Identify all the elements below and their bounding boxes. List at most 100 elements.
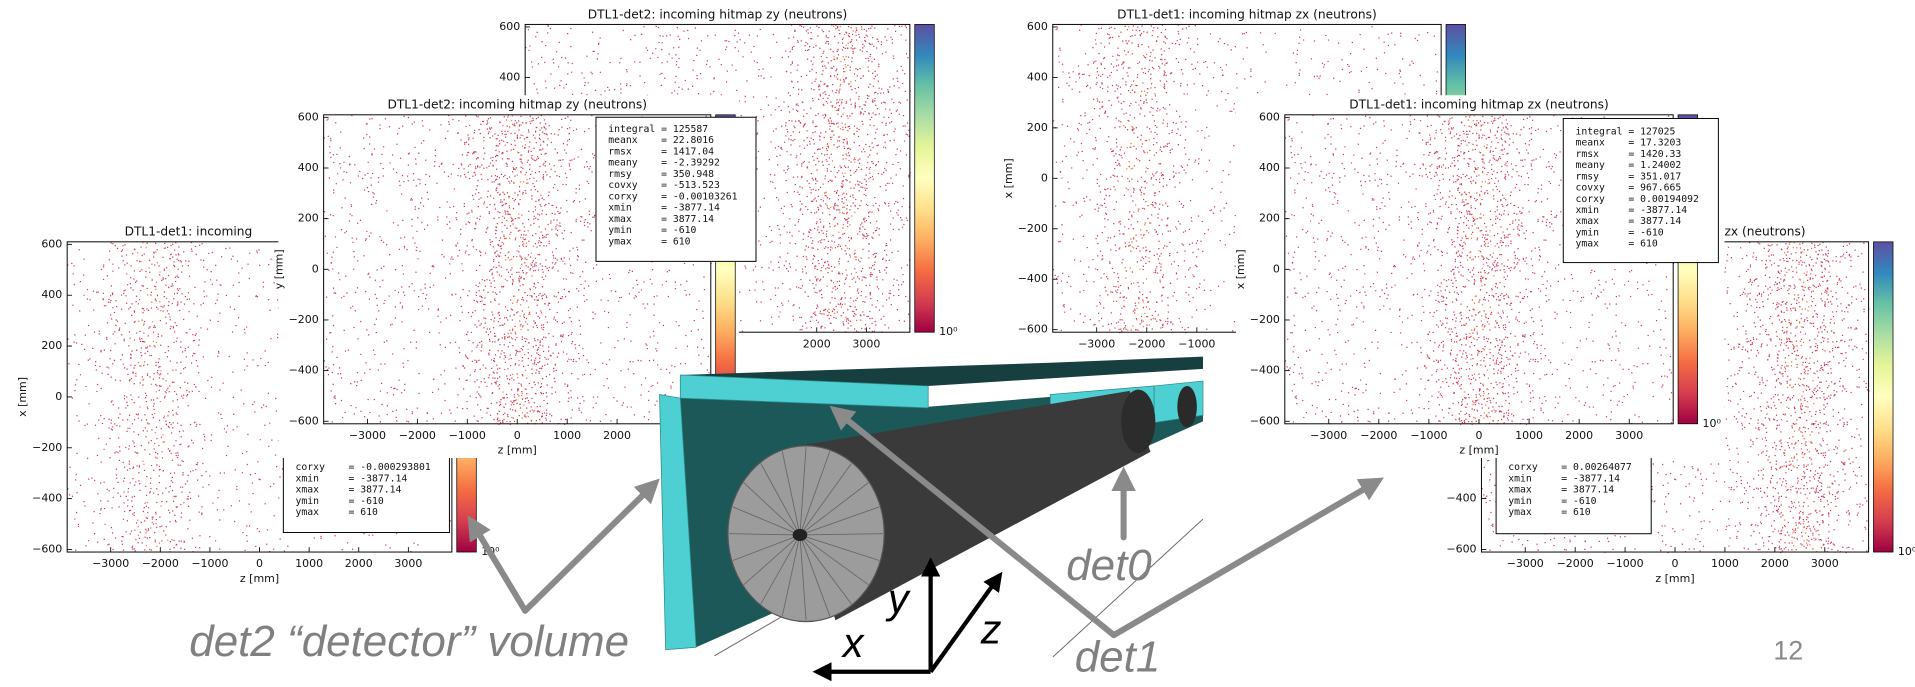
stats-row: xmin = -3877.14: [1508, 473, 1620, 484]
stats-row: ymin = -610: [608, 225, 696, 236]
y-tick-label: 400: [41, 288, 62, 301]
x-tick-label: 1000: [1515, 429, 1543, 442]
y-axis-label: x [mm]: [1234, 249, 1247, 289]
spoke: [743, 534, 801, 586]
x-axis-label: z [mm]: [498, 444, 537, 457]
x-axis-label: z [mm]: [1655, 572, 1694, 585]
colorbar: [914, 24, 935, 333]
coordinate-axes: [812, 557, 1003, 682]
stats-row: corxy = 0.00194092: [1575, 194, 1699, 205]
axis-arrow: [928, 571, 1003, 673]
stats-row: meanx = 22.8016: [608, 135, 714, 146]
y-tick-label: 600: [41, 237, 62, 250]
stats-row: covxy = 967.665: [1575, 183, 1681, 194]
stats-row: meanx = 17.3203: [1575, 138, 1681, 149]
x-tick-label: 2000: [803, 337, 831, 350]
x-tick-label: 3000: [1615, 429, 1643, 442]
stats-row: ymin = -610: [1508, 496, 1596, 507]
y-tick-label: −600: [1018, 323, 1048, 336]
stats-row: ymin = -610: [1575, 227, 1663, 238]
stats-row: ymax = 610: [1508, 507, 1590, 518]
x-tick-label: −3000: [1310, 429, 1347, 442]
x-tick-label: 2000: [1565, 429, 1593, 442]
y-tick-label: −600: [289, 414, 319, 427]
stats-row: xmax = 3877.14: [608, 214, 714, 225]
geometry-diagram: [467, 356, 1384, 682]
stats-row: integral = 127025: [1575, 126, 1675, 137]
stats-row: corxy = 0.00264077: [1508, 462, 1632, 473]
x-tick-label: 0: [1475, 429, 1482, 442]
x-tick-label: −1000: [449, 429, 486, 442]
x-tick-label: 3000: [852, 337, 880, 350]
y-tick-label: 600: [1027, 20, 1048, 33]
spoke: [799, 533, 884, 536]
colorbar-label: 10⁰: [1702, 417, 1721, 430]
x-tick-label: −2000: [399, 429, 436, 442]
stats-row: ymax = 610: [1575, 239, 1657, 250]
plot-title: DTL1-det1: incoming hitmap zx (neutrons): [1117, 7, 1377, 21]
colorbar-label: 10⁰: [939, 325, 958, 338]
x-tick-label: 0: [1672, 557, 1679, 570]
y-tick-label: −600: [32, 542, 62, 555]
x-tick-label: 1000: [295, 557, 323, 570]
x-tick-label: −2000: [1557, 557, 1594, 570]
y-tick-label: 400: [1259, 161, 1280, 174]
spoke: [799, 534, 880, 561]
y-tick-label: 0: [55, 390, 62, 403]
hit-points-dense: [1463, 115, 1496, 423]
stats-row: rmsy = 350.948: [608, 169, 714, 180]
cap-spokes: [729, 446, 884, 621]
pipe-end: [1121, 389, 1156, 454]
x-tick-label: −3000: [1078, 337, 1115, 350]
stats-row: ymin = -610: [296, 496, 384, 507]
cap-hub: [792, 528, 808, 542]
y-tick-label: 200: [1027, 121, 1048, 134]
pipe-segment: [1177, 385, 1197, 428]
stats-row: covxy = -513.523: [608, 180, 720, 191]
y-axis-label: x [mm]: [16, 377, 29, 417]
stats-row: xmin = -3877.14: [1575, 205, 1687, 216]
stats-box: [1562, 117, 1719, 264]
y-tick-label: −400: [1446, 492, 1476, 505]
hit-points: [1284, 114, 1675, 425]
y-tick-label: 400: [499, 70, 520, 83]
y-tick-label: −200: [1018, 222, 1048, 235]
y-tick-label: 600: [499, 20, 520, 33]
spoke: [732, 534, 801, 561]
y-tick-label: −600: [1446, 542, 1476, 555]
x-tick-label: −1000: [191, 557, 228, 570]
x-tick-label: −1000: [1178, 337, 1215, 350]
arrow: [467, 515, 529, 614]
hit-points-dense: [1783, 242, 1816, 551]
spoke: [732, 506, 801, 536]
spoke: [799, 534, 869, 586]
x-tick-label: −1000: [1607, 557, 1644, 570]
colorbar: [1873, 241, 1894, 553]
stats-box: [595, 116, 757, 262]
stats-row: xmax = 3877.14: [1508, 485, 1614, 496]
plot-title: DTL1-det1: incoming: [125, 225, 253, 239]
y-tick-label: 200: [298, 212, 319, 225]
stats-row: ymax = 610: [296, 507, 378, 518]
y-tick-label: −400: [289, 364, 319, 377]
y-tick-label: 400: [1027, 70, 1048, 83]
x-tick-label: 3000: [1811, 557, 1839, 570]
detector-edge: [659, 394, 697, 651]
det1-label: det1: [1075, 633, 1161, 682]
y-tick-label: −400: [1250, 364, 1280, 377]
x-tick-label: 2000: [345, 557, 373, 570]
x-tick-label: −2000: [1360, 429, 1397, 442]
arrow: [1110, 477, 1384, 639]
hit-points: [1481, 241, 1870, 554]
det0-label: det0: [1066, 541, 1152, 590]
y-tick-label: 400: [298, 161, 319, 174]
hit-points-dense: [502, 115, 534, 423]
y-tick-label: −200: [1250, 313, 1280, 326]
spoke: [799, 482, 869, 536]
det2-label: det2 “detector” volume: [189, 617, 629, 666]
y-tick-label: 0: [1041, 171, 1048, 184]
spoke: [799, 534, 807, 621]
detector-top: [680, 356, 1203, 386]
